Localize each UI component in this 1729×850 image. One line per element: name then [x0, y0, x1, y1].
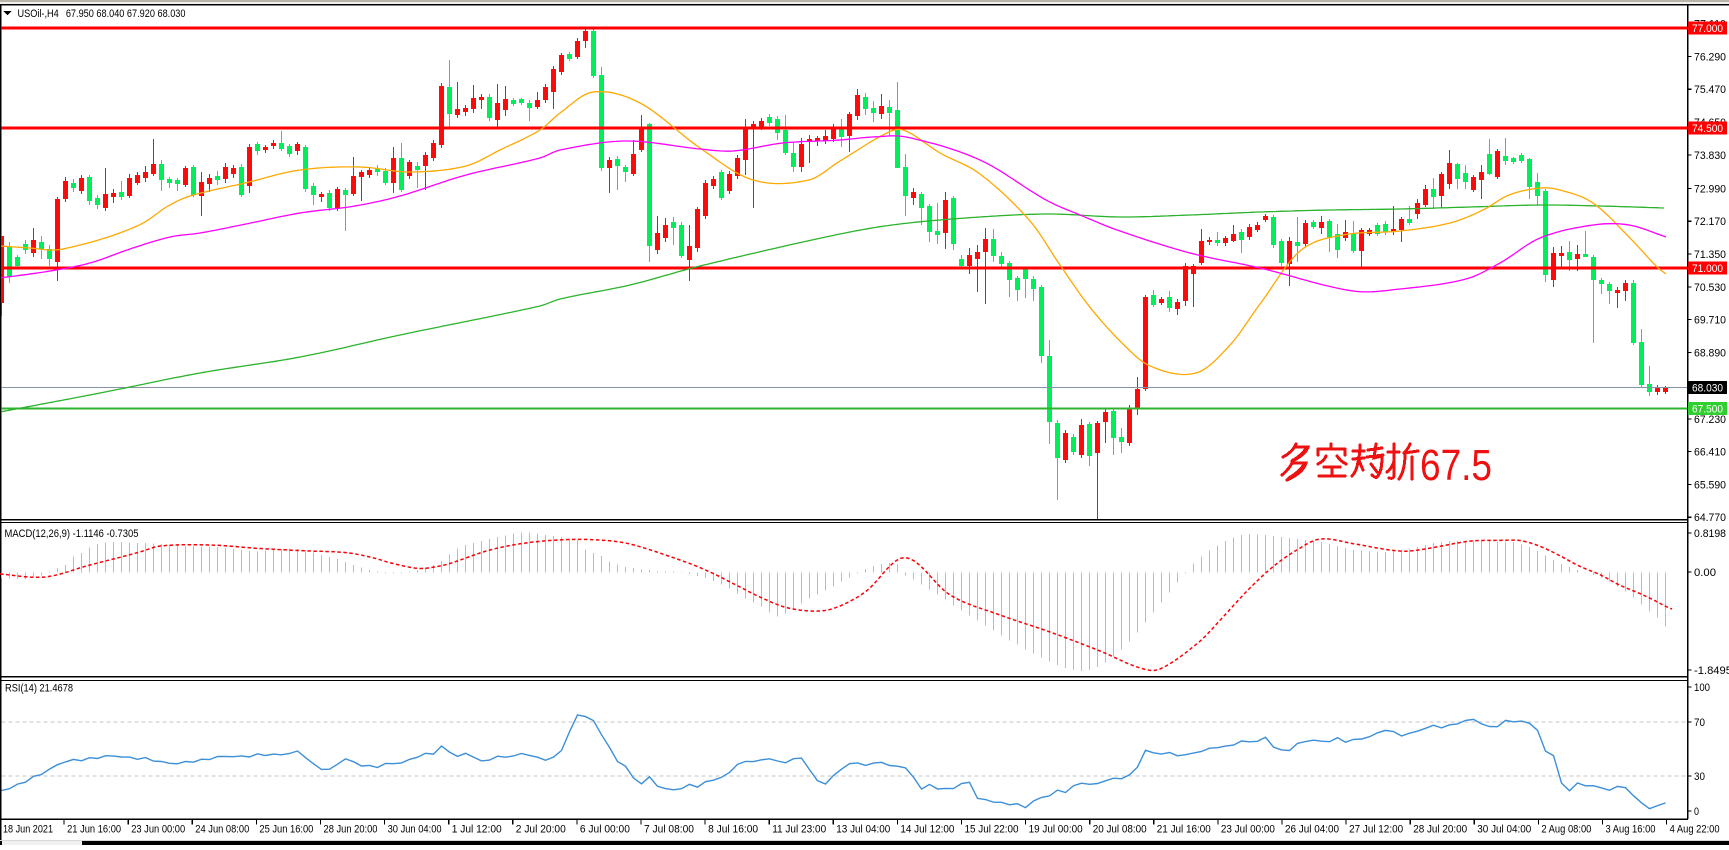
svg-text:64.770: 64.770	[1694, 512, 1726, 524]
svg-text:19 Jul 00:00: 19 Jul 00:00	[1029, 824, 1083, 836]
svg-text:75.470: 75.470	[1694, 84, 1726, 96]
svg-text:74.500: 74.500	[1692, 123, 1723, 135]
svg-text:13 Jul 04:00: 13 Jul 04:00	[836, 824, 890, 836]
svg-text:USOil-,H4 67.950 68.040 67.92: USOil-,H4 67.950 68.040 67.920 68.030	[18, 8, 186, 20]
svg-text:0: 0	[1694, 806, 1699, 818]
svg-text:65.590: 65.590	[1694, 479, 1726, 491]
svg-text:20 Jul 08:00: 20 Jul 08:00	[1093, 824, 1147, 836]
svg-text:67.230: 67.230	[1694, 414, 1726, 426]
svg-text:68.890: 68.890	[1694, 347, 1726, 359]
svg-text:0.8198: 0.8198	[1694, 528, 1726, 540]
svg-text:26 Jul 04:00: 26 Jul 04:00	[1285, 824, 1339, 836]
svg-text:73.830: 73.830	[1694, 150, 1726, 162]
svg-text:3 Aug 16:00: 3 Aug 16:00	[1606, 824, 1656, 836]
svg-text:72.170: 72.170	[1694, 216, 1726, 228]
svg-text:71.000: 71.000	[1692, 263, 1723, 275]
svg-text:21 Jul 16:00: 21 Jul 16:00	[1157, 824, 1211, 836]
svg-text:66.410: 66.410	[1694, 447, 1726, 459]
svg-text:69.710: 69.710	[1694, 315, 1726, 327]
svg-text:28 Jul 20:00: 28 Jul 20:00	[1413, 824, 1467, 836]
svg-text:2 Jul 20:00: 2 Jul 20:00	[516, 824, 566, 836]
svg-text:25 Jun 16:00: 25 Jun 16:00	[259, 824, 313, 836]
svg-text:30 Jul 04:00: 30 Jul 04:00	[1477, 824, 1531, 836]
svg-text:71.350: 71.350	[1694, 249, 1726, 261]
svg-text:77.000: 77.000	[1692, 23, 1723, 35]
svg-text:6 Jul 00:00: 6 Jul 00:00	[580, 824, 630, 836]
svg-text:23 Jun 00:00: 23 Jun 00:00	[131, 824, 185, 836]
svg-text:100: 100	[1694, 682, 1710, 694]
svg-text:2 Aug 08:00: 2 Aug 08:00	[1541, 824, 1591, 836]
svg-text:68.030: 68.030	[1692, 383, 1723, 395]
svg-text:0.00: 0.00	[1694, 567, 1716, 579]
svg-text:70.530: 70.530	[1694, 282, 1726, 294]
svg-text:30: 30	[1694, 771, 1705, 783]
svg-text:28 Jun 20:00: 28 Jun 20:00	[324, 824, 378, 836]
svg-text:70: 70	[1694, 717, 1705, 729]
svg-text:1 Jul 12:00: 1 Jul 12:00	[452, 824, 502, 836]
svg-text:76.290: 76.290	[1694, 51, 1726, 63]
svg-text:21 Jun 16:00: 21 Jun 16:00	[67, 824, 121, 836]
svg-text:RSI(14) 21.4678: RSI(14) 21.4678	[5, 683, 73, 695]
svg-text:11 Jul 23:00: 11 Jul 23:00	[772, 824, 826, 836]
svg-text:14 Jul 12:00: 14 Jul 12:00	[900, 824, 954, 836]
svg-text:18 Jun 2021: 18 Jun 2021	[3, 824, 53, 836]
svg-text:4 Aug 22:00: 4 Aug 22:00	[1670, 824, 1720, 836]
svg-text:8 Jul 16:00: 8 Jul 16:00	[708, 824, 758, 836]
svg-text:MACD(12,26,9) -1.1146 -0.7305: MACD(12,26,9) -1.1146 -0.7305	[5, 528, 139, 540]
svg-text:24 Jun 08:00: 24 Jun 08:00	[195, 824, 249, 836]
svg-text:23 Jul 00:00: 23 Jul 00:00	[1221, 824, 1275, 836]
svg-text:72.990: 72.990	[1694, 183, 1726, 195]
svg-text:30 Jun 04:00: 30 Jun 04:00	[388, 824, 442, 836]
svg-text:27 Jul 12:00: 27 Jul 12:00	[1349, 824, 1403, 836]
svg-text:67.5: 67.5	[1420, 441, 1492, 490]
svg-text:15 Jul 22:00: 15 Jul 22:00	[965, 824, 1019, 836]
svg-text:-1.8495: -1.8495	[1694, 665, 1729, 677]
svg-text:7 Jul 08:00: 7 Jul 08:00	[644, 824, 694, 836]
svg-text:67.500: 67.500	[1692, 404, 1723, 416]
